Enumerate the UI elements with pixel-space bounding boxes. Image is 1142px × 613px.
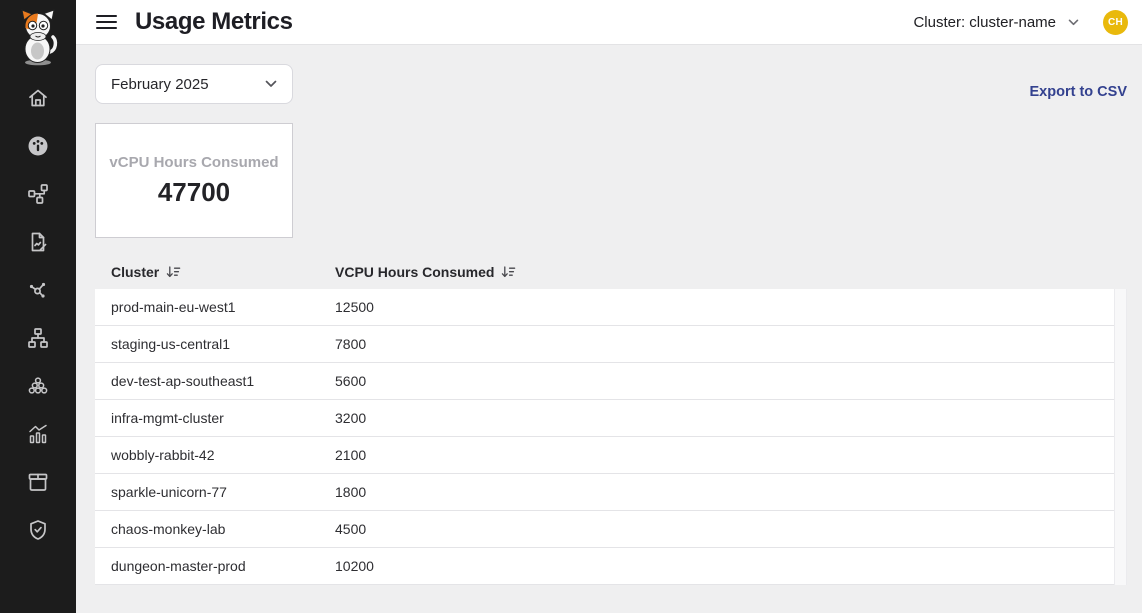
sidebar-item-security[interactable] bbox=[26, 518, 50, 542]
summary-card-label: vCPU Hours Consumed bbox=[109, 153, 279, 171]
sidebar-item-packages[interactable] bbox=[26, 470, 50, 494]
analytics-chart-icon bbox=[29, 424, 47, 444]
main-content: February 2025 Export to CSV vCPU Hours C… bbox=[76, 45, 1142, 613]
package-icon bbox=[28, 473, 48, 491]
cell-vcpu-hours: 1800 bbox=[335, 484, 367, 500]
table-header-row: Cluster VCPU Hours Consumed bbox=[95, 255, 1114, 289]
cell-cluster-name: dev-test-ap-southeast1 bbox=[111, 373, 255, 389]
cat-logo[interactable] bbox=[16, 8, 60, 66]
month-selector[interactable]: February 2025 bbox=[95, 64, 293, 104]
sidebar-item-logs[interactable] bbox=[26, 230, 50, 254]
column-header-cluster[interactable]: Cluster bbox=[95, 264, 319, 280]
document-edit-icon bbox=[31, 232, 47, 252]
cell-vcpu-hours: 4500 bbox=[335, 521, 367, 537]
table-row[interactable]: dungeon-master-prod 10200 bbox=[95, 548, 1114, 585]
column-header-vcpu-hours[interactable]: VCPU Hours Consumed bbox=[319, 264, 1114, 280]
table-row[interactable]: chaos-monkey-lab 4500 bbox=[95, 511, 1114, 548]
cluster-selector-label: Cluster: cluster-name bbox=[913, 13, 1056, 31]
table-row[interactable]: sparkle-unicorn-77 1800 bbox=[95, 474, 1114, 511]
user-avatar[interactable]: CH bbox=[1103, 9, 1128, 35]
cell-vcpu-hours: 2100 bbox=[335, 447, 367, 463]
sidebar-item-home[interactable] bbox=[26, 86, 50, 110]
page-title: Usage Metrics bbox=[135, 8, 293, 35]
cell-cluster-name: infra-mgmt-cluster bbox=[111, 410, 224, 426]
chevron-down-icon bbox=[265, 80, 277, 87]
topology-icon bbox=[28, 184, 48, 204]
cell-cluster-name: chaos-monkey-lab bbox=[111, 521, 226, 537]
export-csv-link[interactable]: Export to CSV bbox=[1029, 84, 1127, 100]
sidebar bbox=[0, 0, 76, 613]
table-row[interactable]: wobbly-rabbit-42 2100 bbox=[95, 437, 1114, 474]
month-selector-value: February 2025 bbox=[111, 75, 209, 93]
sidebar-item-analytics[interactable] bbox=[26, 422, 50, 446]
shield-check-icon bbox=[30, 520, 46, 540]
toolbar: February 2025 Export to CSV bbox=[95, 64, 1127, 104]
cell-cluster-name: sparkle-unicorn-77 bbox=[111, 484, 227, 500]
sidebar-item-sitemap[interactable] bbox=[26, 326, 50, 350]
table-row[interactable]: staging-us-central1 7800 bbox=[95, 326, 1114, 363]
summary-card-value: 47700 bbox=[157, 176, 231, 207]
sort-icon bbox=[502, 266, 516, 278]
cluster-nodes-icon bbox=[28, 377, 48, 394]
gauge-icon bbox=[28, 136, 48, 156]
sidebar-nav bbox=[26, 86, 50, 542]
table-scrollbar[interactable] bbox=[1114, 289, 1127, 585]
cell-vcpu-hours: 10200 bbox=[335, 558, 374, 574]
cell-vcpu-hours: 7800 bbox=[335, 336, 367, 352]
cell-vcpu-hours: 12500 bbox=[335, 299, 374, 315]
sitemap-icon bbox=[28, 328, 48, 348]
table-row[interactable]: prod-main-eu-west1 12500 bbox=[95, 289, 1114, 326]
share-nodes-icon bbox=[29, 282, 46, 298]
table-body: prod-main-eu-west1 12500 staging-us-cent… bbox=[95, 289, 1114, 585]
vcpu-summary-card: vCPU Hours Consumed 47700 bbox=[95, 123, 293, 238]
cell-vcpu-hours: 3200 bbox=[335, 410, 367, 426]
chevron-down-icon bbox=[1068, 19, 1079, 25]
menu-toggle-button[interactable] bbox=[96, 14, 117, 30]
cell-cluster-name: wobbly-rabbit-42 bbox=[111, 447, 215, 463]
sidebar-item-topology[interactable] bbox=[26, 182, 50, 206]
cluster-selector[interactable]: Cluster: cluster-name bbox=[913, 14, 1079, 31]
cell-cluster-name: prod-main-eu-west1 bbox=[111, 299, 236, 315]
sidebar-item-clusters[interactable] bbox=[26, 374, 50, 398]
table-row[interactable]: dev-test-ap-southeast1 5600 bbox=[95, 363, 1114, 400]
home-icon bbox=[29, 89, 47, 107]
cell-cluster-name: dungeon-master-prod bbox=[111, 558, 246, 574]
cell-vcpu-hours: 5600 bbox=[335, 373, 367, 389]
sidebar-item-metrics[interactable] bbox=[26, 134, 50, 158]
sidebar-item-share[interactable] bbox=[26, 278, 50, 302]
sort-icon bbox=[166, 266, 181, 278]
usage-table: Cluster VCPU Hours Consumed prod-main-eu… bbox=[95, 255, 1127, 585]
cell-cluster-name: staging-us-central1 bbox=[111, 336, 231, 352]
top-header: Usage Metrics Cluster: cluster-name CH bbox=[76, 0, 1142, 45]
table-row[interactable]: infra-mgmt-cluster 3200 bbox=[95, 400, 1114, 437]
